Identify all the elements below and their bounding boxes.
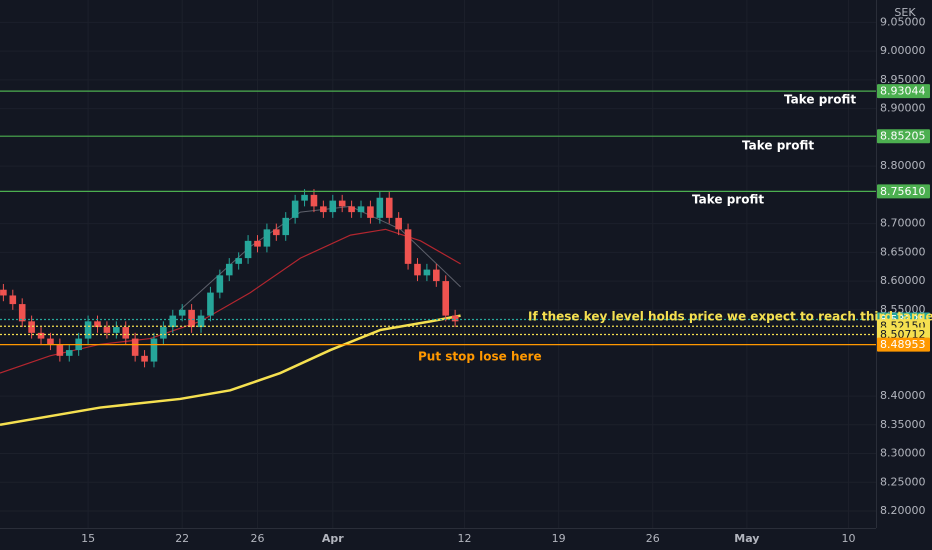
- candle-body: [301, 194, 308, 201]
- candle-body: [37, 332, 45, 339]
- candle-body: [244, 240, 252, 259]
- candle-body: [47, 338, 54, 345]
- y-tick-label: 9.00000: [880, 44, 926, 57]
- candle-body: [169, 315, 177, 328]
- candle-body: [442, 281, 450, 316]
- price-label-box: [877, 184, 930, 199]
- currency-label: SEK: [894, 6, 916, 19]
- moving-average: [0, 314, 461, 427]
- candle-body: [338, 200, 346, 207]
- candle-body: [348, 206, 355, 213]
- candle-body: [423, 269, 431, 276]
- y-tick-label: 8.95000: [880, 73, 926, 86]
- candle-body: [320, 206, 327, 213]
- candle-body: [414, 263, 421, 276]
- candle-body: [254, 240, 261, 247]
- y-tick-label: 8.60000: [880, 274, 926, 287]
- price-label-box: [877, 129, 930, 144]
- x-tick-label: Apr: [322, 532, 344, 545]
- x-tick-label: 26: [646, 532, 660, 545]
- candle-body: [329, 200, 337, 213]
- annotation: If these key level holds price we expect…: [528, 310, 932, 324]
- candle-body: [404, 229, 412, 264]
- candle-body: [9, 295, 17, 305]
- candle-body: [207, 292, 214, 316]
- x-tick-label: 12: [458, 532, 472, 545]
- candle-body: [395, 217, 402, 230]
- candle-body: [0, 289, 7, 296]
- candle-body: [282, 217, 290, 236]
- annotation: Put stop lose here: [418, 350, 542, 364]
- candle-body: [65, 350, 73, 356]
- annotation: Take profit: [742, 139, 814, 153]
- candle-body: [56, 344, 64, 356]
- candle-body: [122, 327, 130, 339]
- y-tick-label: 8.40000: [880, 389, 926, 402]
- candle-body: [235, 258, 242, 264]
- candle-body: [263, 229, 271, 247]
- candle-body: [84, 321, 92, 339]
- x-tick-label: 10: [842, 532, 856, 545]
- candle-body: [197, 315, 205, 328]
- x-tick-label: 26: [250, 532, 264, 545]
- moving-average: [0, 228, 461, 374]
- y-tick-label: 8.25000: [880, 475, 926, 488]
- y-tick-label: 8.90000: [880, 102, 926, 115]
- candle-body: [433, 269, 440, 282]
- candle-body: [188, 309, 195, 328]
- x-tick-label: 19: [552, 532, 566, 545]
- candle-body: [28, 321, 35, 333]
- x-tick-label: 22: [175, 532, 189, 545]
- price-label: 8.85205: [880, 130, 926, 143]
- candle-body: [225, 263, 233, 276]
- y-tick-label: 8.65000: [880, 245, 926, 258]
- candle-body: [178, 309, 186, 316]
- candle-body: [291, 200, 299, 218]
- price-label-box: [877, 84, 930, 99]
- annotation: Take profit: [692, 193, 764, 207]
- x-tick-label: 15: [81, 532, 95, 545]
- y-tick-label: 8.30000: [880, 447, 926, 460]
- y-tick-label: 8.20000: [880, 504, 926, 517]
- y-tick-label: 9.05000: [880, 15, 926, 28]
- candle-body: [141, 355, 148, 362]
- y-tick-label: 8.80000: [880, 159, 926, 172]
- price-label: 8.75610: [880, 185, 926, 198]
- candle-body: [367, 206, 374, 218]
- candle-body: [376, 197, 384, 218]
- candle-body: [113, 327, 120, 333]
- candle-body: [385, 197, 393, 218]
- candle-body: [216, 275, 224, 293]
- annotation: Take profit: [784, 93, 856, 107]
- candle-body: [150, 338, 158, 362]
- y-tick-label: 8.70000: [880, 217, 926, 230]
- candle-body: [273, 229, 280, 236]
- candle-body: [451, 315, 459, 322]
- y-tick-label: 8.35000: [880, 418, 926, 431]
- candle-body: [357, 206, 365, 213]
- candle-body: [310, 194, 318, 207]
- candle-body: [94, 321, 101, 328]
- candle-body: [103, 327, 111, 333]
- price-label: 8.48953: [880, 338, 926, 351]
- x-tick-label: May: [734, 532, 759, 545]
- candle-body: [131, 338, 139, 356]
- price-label: 8.93044: [880, 85, 926, 98]
- candle-body: [160, 327, 167, 339]
- price-label-box: [877, 337, 930, 352]
- candle-body: [18, 304, 26, 322]
